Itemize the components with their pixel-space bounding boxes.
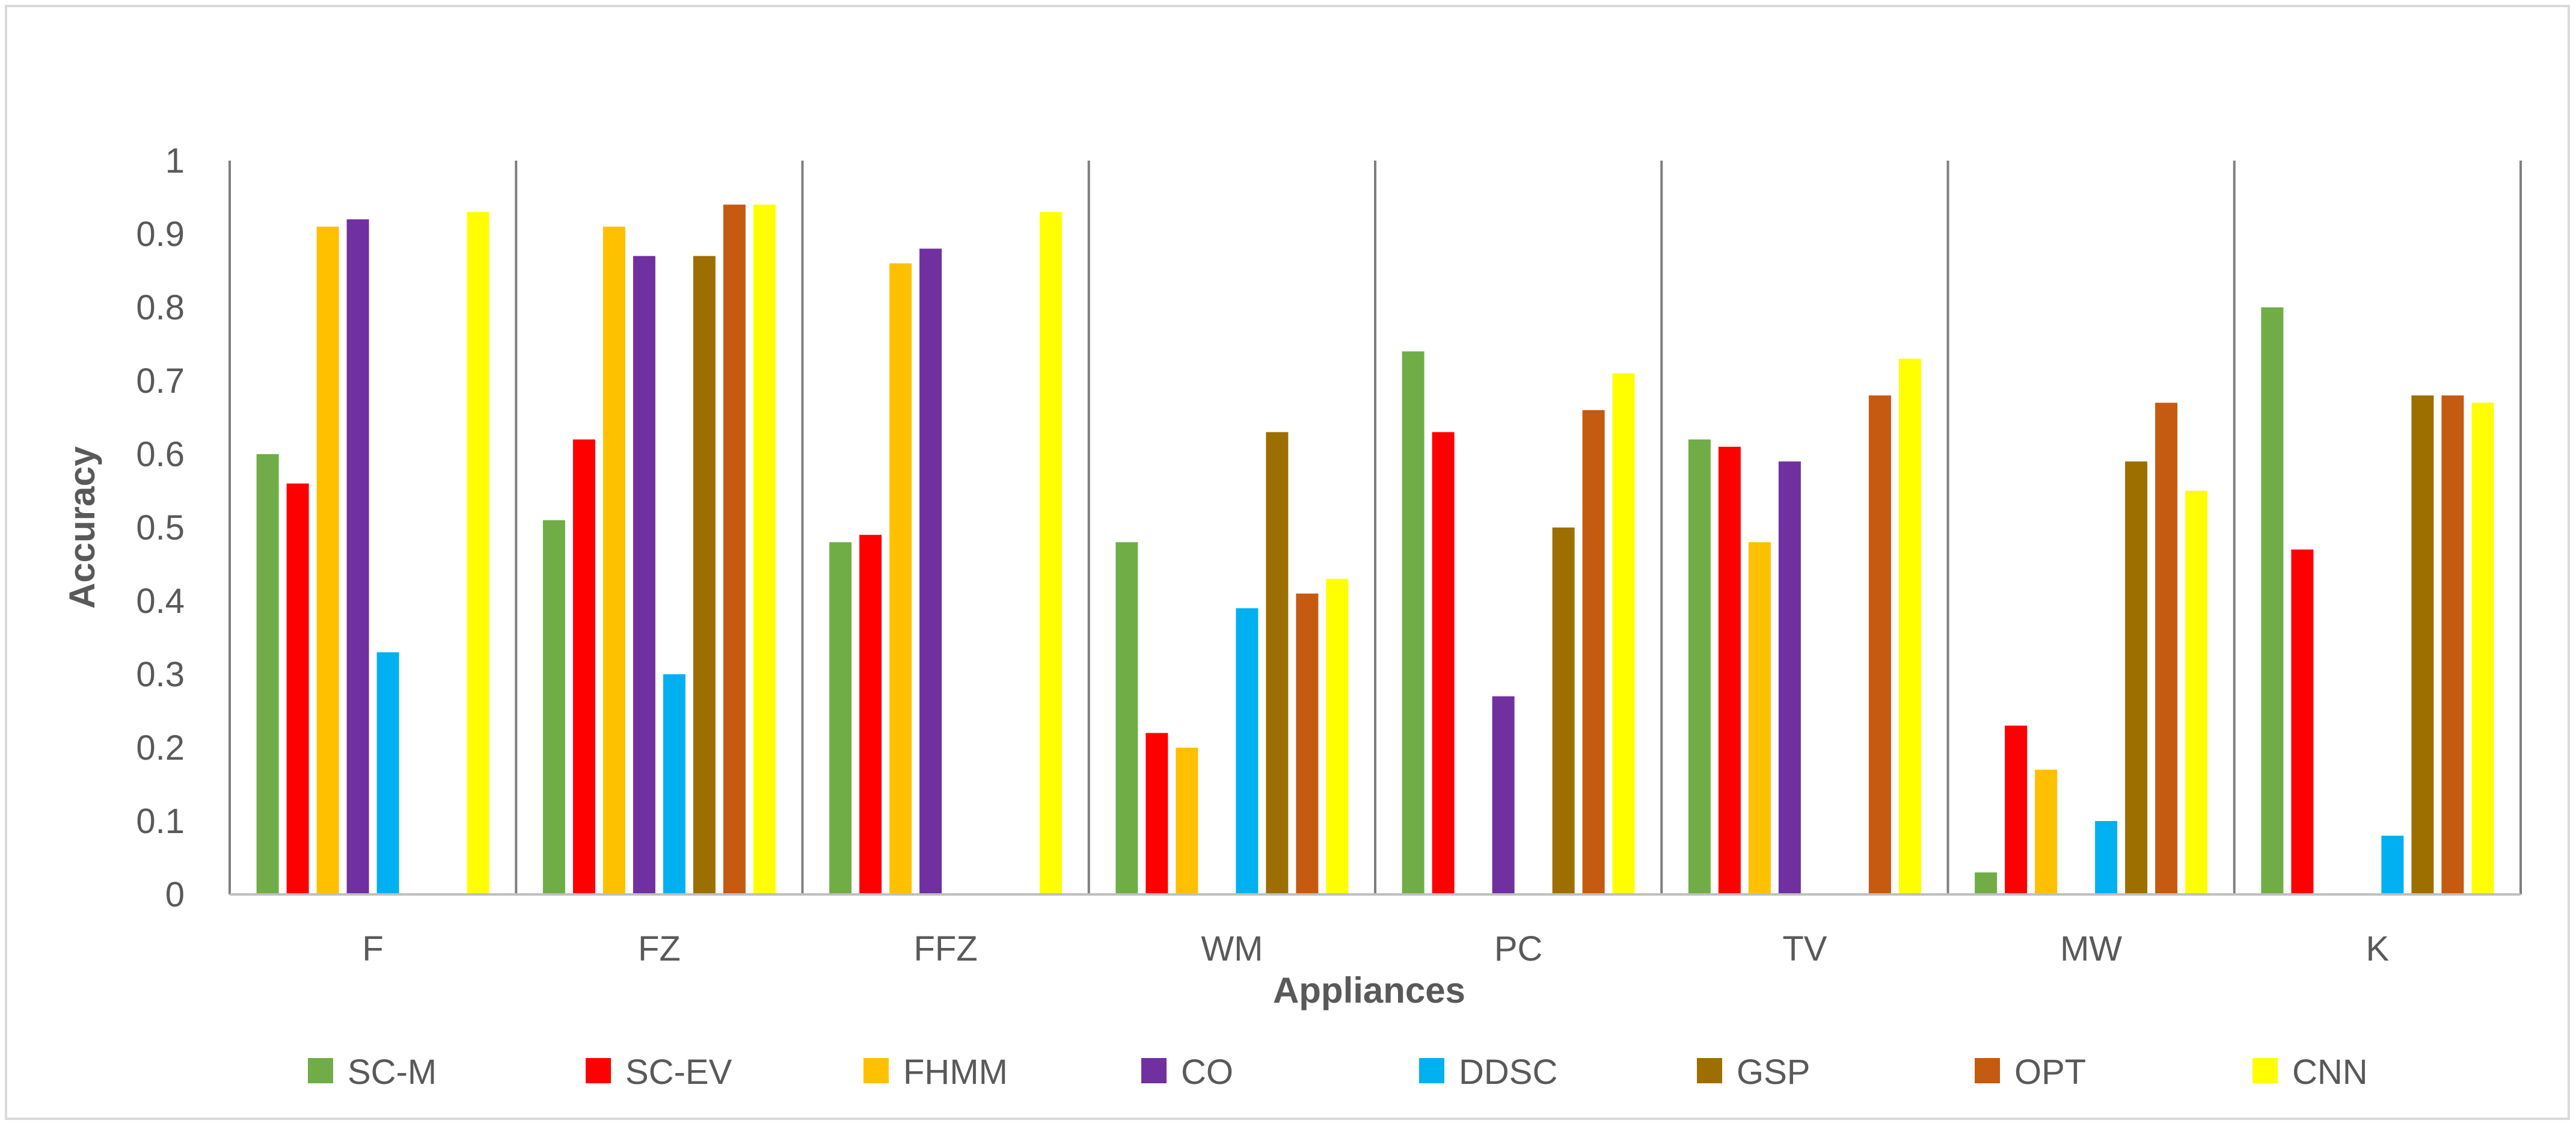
- bar-gsp-k: [2411, 395, 2434, 894]
- y-tick-labels: 0 0.1 0.2 0.3 0.4 0.5 0.6 0.7 0.8 0.9 1: [136, 141, 185, 914]
- x-tick-label: TV: [1782, 929, 1827, 968]
- bar-gsp-mw: [2125, 461, 2148, 894]
- x-tick-labels: F FZ FFZ WM PC TV MW K: [362, 929, 2389, 968]
- legend-label-sc-m: SC-M: [348, 1053, 437, 1092]
- bar-fhmm-fz: [603, 226, 625, 894]
- bar-sc-m-mw: [1975, 872, 1998, 894]
- legend-label-gsp: GSP: [1737, 1053, 1811, 1092]
- bar-opt-tv: [1868, 395, 1891, 894]
- x-tick-label: K: [2366, 929, 2390, 968]
- bar-co-pc: [1492, 696, 1515, 894]
- bar-gsp-wm: [1266, 432, 1289, 894]
- bar-sc-m-pc: [1402, 351, 1424, 894]
- legend-label-fhmm: FHMM: [903, 1053, 1008, 1092]
- bar-sc-m-k: [2261, 307, 2284, 894]
- x-tick-label: PC: [1494, 929, 1543, 968]
- legend-label-ddsc: DDSC: [1459, 1053, 1557, 1092]
- y-axis-title: Accuracy: [62, 446, 102, 609]
- legend-swatch-fhmm: [863, 1058, 889, 1083]
- bar-cnn-tv: [1898, 358, 1921, 894]
- y-tick-label: 0.9: [136, 215, 185, 254]
- bar-fhmm-wm: [1176, 748, 1198, 894]
- legend-swatch-sc-m: [308, 1058, 333, 1083]
- y-tick-label: 0.8: [136, 288, 185, 327]
- legend-label-co: CO: [1181, 1053, 1233, 1092]
- y-tick-label: 0.4: [136, 582, 185, 621]
- bar-fhmm-tv: [1748, 542, 1771, 894]
- bar-opt-k: [2441, 395, 2464, 894]
- bar-cnn-fz: [753, 205, 776, 895]
- bar-fhmm-ffz: [889, 263, 912, 894]
- y-tick-label: 1: [165, 141, 185, 180]
- bar-ddsc-wm: [1236, 608, 1259, 894]
- bar-ddsc-fz: [663, 674, 685, 894]
- legend-swatch-ddsc: [1419, 1058, 1444, 1083]
- bar-fhmm-f: [316, 226, 339, 894]
- legend-label-opt: OPT: [2014, 1053, 2086, 1092]
- chart-frame: 0 0.1 0.2 0.3 0.4 0.5 0.6 0.7 0.8 0.9 1 F FZ FFZ WM PC…: [5, 5, 2570, 1120]
- bar-cnn-ffz: [1040, 212, 1063, 894]
- bar-ddsc-k: [2381, 835, 2404, 894]
- bar-cnn-wm: [1326, 579, 1349, 894]
- legend: SC-M SC-EV FHMM CO DDSC GSP OPT CNN: [308, 1053, 2368, 1092]
- bars: [256, 205, 2494, 895]
- y-tick-label: 0.6: [136, 435, 185, 474]
- x-tick-label: WM: [1201, 929, 1263, 968]
- bar-sc-ev-wm: [1145, 733, 1168, 894]
- legend-swatch-sc-ev: [586, 1058, 611, 1083]
- x-tick-label: MW: [2060, 929, 2122, 968]
- y-tick-label: 0: [165, 875, 185, 914]
- x-tick-label: F: [362, 929, 383, 968]
- bar-sc-ev-ffz: [859, 535, 882, 894]
- bar-sc-ev-k: [2291, 549, 2314, 894]
- x-axis-title: Appliances: [1273, 970, 1465, 1011]
- legend-swatch-co: [1141, 1058, 1167, 1083]
- bar-sc-m-fz: [542, 520, 565, 894]
- bar-sc-ev-mw: [2005, 725, 2028, 894]
- bar-gsp-fz: [693, 256, 716, 895]
- bar-cnn-pc: [1612, 373, 1635, 894]
- y-tick-label: 0.5: [136, 508, 185, 547]
- accuracy-bar-chart: 00.10.20.30.40.50.60.70.80.91 F FZ FFZ WM PC…: [62, 141, 2522, 1092]
- y-tick-label: 0.2: [136, 728, 185, 768]
- legend-swatch-opt: [1975, 1058, 2000, 1083]
- legend-swatch-gsp: [1697, 1058, 1722, 1083]
- bar-sc-ev-tv: [1718, 446, 1741, 894]
- bar-sc-ev-pc: [1432, 432, 1455, 894]
- bar-sc-m-f: [256, 454, 279, 894]
- bar-ddsc-f: [376, 652, 399, 894]
- legend-label-cnn: CNN: [2292, 1053, 2368, 1092]
- bar-fhmm-mw: [2035, 769, 2058, 894]
- bar-co-f: [346, 219, 369, 895]
- bar-cnn-mw: [2185, 491, 2208, 894]
- bar-gsp-pc: [1552, 528, 1575, 894]
- bar-sc-m-tv: [1688, 439, 1711, 894]
- bar-sc-m-wm: [1115, 542, 1138, 894]
- bar-co-ffz: [919, 248, 942, 894]
- bar-opt-wm: [1296, 593, 1319, 894]
- bar-opt-fz: [723, 205, 746, 895]
- bar-cnn-k: [2471, 402, 2494, 894]
- bar-opt-pc: [1582, 410, 1605, 894]
- x-tick-label: FFZ: [913, 929, 977, 968]
- category-separators: [228, 161, 2522, 894]
- legend-swatch-cnn: [2252, 1058, 2278, 1083]
- bar-ddsc-mw: [2095, 821, 2118, 894]
- bar-sc-ev-f: [286, 483, 309, 894]
- bar-sc-m-ffz: [829, 542, 852, 894]
- y-tick-label: 0.1: [136, 802, 185, 841]
- x-tick-label: FZ: [638, 929, 681, 968]
- bar-opt-mw: [2155, 402, 2178, 894]
- y-tick-label: 0.3: [136, 655, 185, 694]
- bar-co-fz: [633, 256, 655, 895]
- bar-sc-ev-fz: [572, 439, 595, 894]
- legend-label-sc-ev: SC-EV: [625, 1053, 732, 1092]
- bar-cnn-f: [467, 212, 489, 894]
- y-tick-label: 0.7: [136, 361, 185, 401]
- bar-co-tv: [1778, 461, 1801, 894]
